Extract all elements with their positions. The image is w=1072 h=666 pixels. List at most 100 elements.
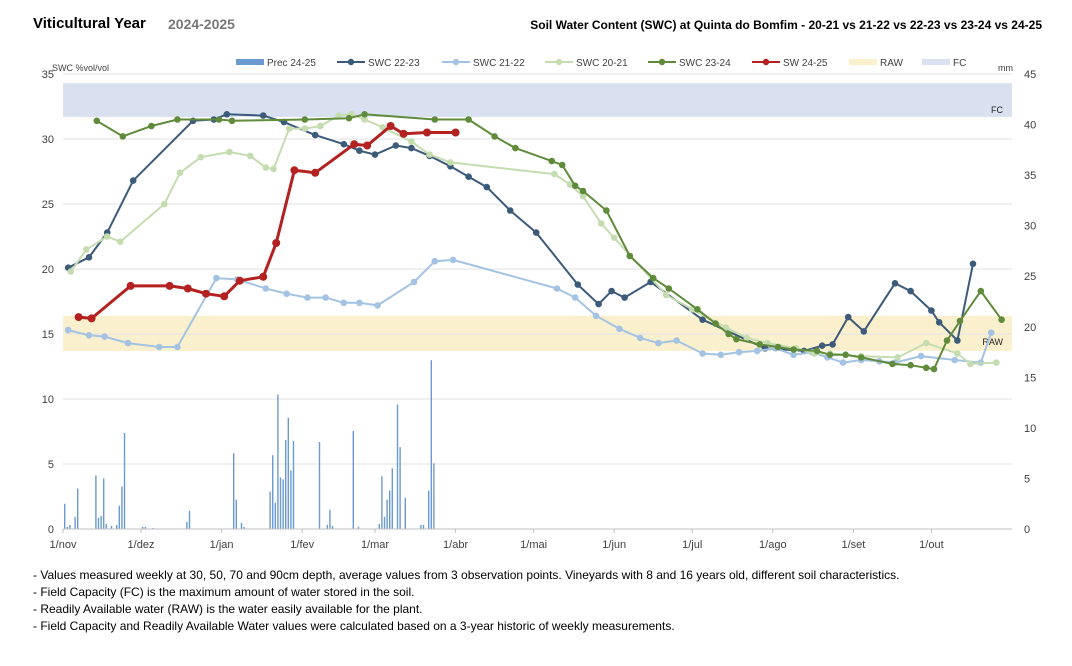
y2-tick-label: 5: [1024, 473, 1030, 485]
series-point: [829, 341, 836, 348]
series-point: [340, 299, 348, 307]
series-point: [226, 148, 233, 156]
precip-bar: [389, 490, 391, 529]
series-point: [930, 365, 938, 373]
series-point: [842, 351, 849, 359]
precip-bar: [285, 440, 287, 529]
precip-bar: [396, 404, 399, 529]
series-point: [371, 151, 379, 158]
series-point: [301, 125, 309, 132]
x-tick-label: 1/out: [919, 539, 943, 551]
series-point: [532, 229, 540, 236]
precip-bar: [381, 476, 383, 529]
legend-label: SWC 21-22: [473, 58, 525, 69]
precip-bar: [64, 503, 66, 529]
footnotes: - Values measured weekly at 30, 50, 70 a…: [33, 567, 899, 635]
legend-label: SWC 20-21: [576, 58, 628, 69]
series-point: [860, 328, 868, 335]
series-point: [558, 161, 566, 169]
precip-bar: [282, 479, 284, 529]
series-point: [447, 159, 454, 166]
legend-marker: [658, 58, 666, 66]
y-tick-label: 5: [48, 459, 54, 471]
series-point: [595, 300, 602, 308]
series-point: [592, 312, 600, 320]
series-point: [722, 324, 730, 331]
series-point: [943, 337, 951, 344]
series-point: [197, 153, 205, 161]
series-point: [202, 289, 210, 298]
footnote-method: - Field Capacity and Readily Available W…: [33, 619, 675, 633]
series-point: [753, 347, 761, 355]
series-point: [392, 142, 400, 149]
series-point: [699, 316, 706, 324]
series-point: [922, 339, 930, 347]
series-point: [311, 131, 319, 139]
legend-swatch: [922, 59, 950, 65]
series-point: [356, 147, 363, 154]
series-point: [571, 182, 579, 190]
series-point: [790, 346, 797, 353]
y2-tick-label: 25: [1024, 271, 1036, 283]
y2-tick-label: 30: [1024, 221, 1036, 233]
precip-bar: [103, 478, 105, 529]
precip-bar: [331, 525, 334, 529]
y-tick-label: 25: [42, 199, 54, 211]
series-point: [790, 351, 797, 359]
series-point: [87, 314, 96, 323]
precip-bar: [422, 524, 425, 529]
band-label-raw: RAW: [982, 337, 1003, 347]
precip-bar: [66, 526, 68, 529]
precip-bar: [326, 524, 328, 529]
precip-bar: [292, 441, 295, 529]
precip-bar: [378, 523, 380, 529]
series-point: [907, 287, 914, 295]
series-point: [928, 307, 935, 314]
precip-bar: [97, 517, 100, 529]
series-point: [756, 341, 764, 348]
series-line-swc-23-24: [96, 113, 1003, 371]
series-point: [465, 173, 472, 180]
series-point: [335, 112, 342, 119]
series-point: [223, 111, 231, 118]
y2-tick-label: 0: [1024, 524, 1030, 536]
series-point: [967, 360, 974, 368]
legend-marker: [555, 58, 563, 66]
precip-bar: [69, 524, 71, 529]
series-point: [301, 116, 309, 123]
legend-label: FC: [953, 58, 966, 69]
x-tick-label: 1/jan: [210, 539, 234, 551]
series-point: [857, 354, 865, 361]
page-title: Viticultural Year: [33, 15, 146, 32]
precip-bar: [235, 499, 237, 529]
series-point: [566, 181, 574, 188]
y2-tick-label: 40: [1024, 120, 1036, 132]
precip-bar: [420, 524, 422, 529]
series-point: [379, 124, 387, 131]
series-point: [717, 351, 725, 359]
precip-bar: [386, 499, 388, 529]
precip-bar: [77, 488, 79, 529]
series-point: [579, 192, 587, 200]
series-point: [161, 200, 168, 208]
series-point: [228, 117, 236, 125]
series-point: [322, 294, 329, 301]
y-tick-label: 0: [48, 524, 54, 536]
footnote-fc: - Field Capacity (FC) is the maximum amo…: [33, 585, 415, 599]
series-point: [993, 359, 1000, 366]
year-label: 2024-2025: [168, 16, 235, 32]
series-point: [262, 285, 270, 292]
series-point: [451, 128, 460, 137]
precip-bar: [430, 360, 432, 529]
series-point: [285, 125, 293, 132]
series-point: [345, 114, 353, 122]
precip-bar: [391, 468, 393, 529]
series-point: [844, 313, 852, 321]
precip-bar: [240, 522, 243, 529]
x-tick-label: 1/ago: [759, 539, 787, 551]
series-point: [551, 170, 558, 178]
y2-tick-label: 15: [1024, 372, 1036, 384]
series-point: [608, 287, 615, 295]
series-point: [374, 302, 381, 309]
precip-bar: [383, 516, 386, 529]
